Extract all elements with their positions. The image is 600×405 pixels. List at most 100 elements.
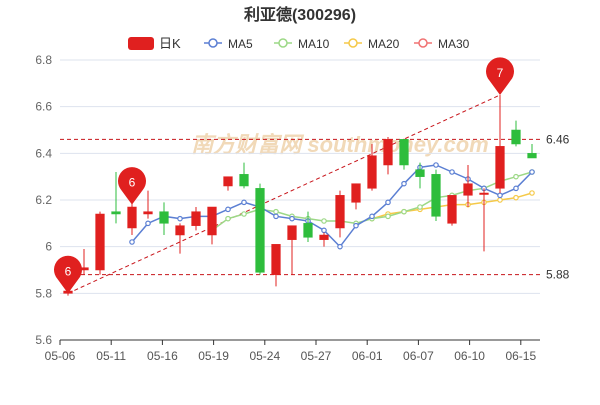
legend-label: MA20 [368, 37, 400, 51]
legend-line-icon [208, 38, 218, 48]
candle-body [415, 169, 425, 177]
candle-body [431, 174, 441, 217]
ma5-point [177, 215, 183, 222]
ma5-point [241, 199, 247, 206]
ma20-point [497, 197, 503, 203]
ma5-point [497, 192, 503, 199]
candle-body [159, 211, 169, 224]
ma5-point [145, 220, 151, 227]
y-tick-label: 6.8 [35, 53, 52, 67]
ma5-point [353, 222, 359, 229]
legend-candle-icon [128, 37, 154, 50]
candle-body [207, 206, 217, 236]
candle-body [479, 192, 489, 195]
ma5-point [513, 185, 519, 192]
ma5-point [369, 213, 375, 220]
candle-body [223, 176, 233, 187]
chart-title: 利亚德(300296) [244, 5, 356, 24]
candle-body [527, 153, 537, 159]
ma10-point [273, 208, 279, 215]
legend-label: MA30 [438, 37, 470, 51]
ma10-point [417, 204, 423, 210]
ma5-point [321, 227, 327, 234]
price-marker-label: 6 [129, 176, 136, 190]
y-tick-label: 6.6 [35, 100, 52, 114]
ma5-point [273, 213, 279, 220]
x-tick-label: 06-07 [403, 349, 434, 363]
y-tick-label: 6 [45, 240, 52, 254]
x-tick-label: 06-01 [352, 349, 383, 363]
price-marker [486, 57, 515, 95]
ma10-point [513, 173, 519, 180]
ma5-point [289, 215, 295, 222]
x-tick-label: 05-24 [249, 349, 280, 363]
legend-label: MA5 [228, 37, 253, 51]
candle-body [303, 223, 313, 238]
candle-body [399, 139, 409, 166]
reference-line-label: 6.46 [546, 132, 570, 146]
x-tick-label: 05-16 [147, 349, 178, 363]
ma5-point [449, 169, 455, 175]
markers: 6 6 7 [54, 57, 515, 294]
reference-lines: 6.46 5.88 [60, 94, 570, 294]
candle-body [287, 225, 297, 240]
ma5-point [385, 199, 391, 206]
legend: 日K MA5 MA10 MA20 MA30 [128, 36, 470, 51]
candle-body [95, 213, 105, 271]
legend-label: MA10 [298, 37, 330, 51]
ma5-point [225, 206, 231, 213]
ma10-point [241, 211, 247, 217]
ma20-point [529, 190, 535, 196]
trend-line [67, 94, 501, 294]
x-tick-label: 05-06 [45, 349, 76, 363]
legend-label: 日K [159, 36, 181, 51]
ma10-point [321, 218, 327, 224]
candle-body [191, 211, 201, 226]
ma5-point [129, 239, 135, 245]
candle-body [239, 174, 249, 187]
candle-body [495, 146, 505, 189]
price-marker-label: 7 [497, 66, 504, 80]
ma5-point [433, 162, 439, 168]
ma20-point [513, 194, 519, 201]
candle-body [175, 225, 185, 236]
x-tick-label: 05-11 [96, 349, 126, 363]
legend-line-icon [348, 38, 358, 48]
grid [60, 59, 540, 341]
candle-body [367, 155, 377, 189]
ma10-point [401, 208, 407, 215]
ma5-line [131, 164, 533, 248]
ma10-point [385, 213, 391, 220]
x-tick-label: 06-10 [454, 349, 485, 363]
moving-average-lines [129, 162, 535, 250]
ma5-point [337, 243, 343, 250]
y-tick-label: 6.2 [35, 193, 52, 207]
candle-body [127, 206, 137, 229]
candle-body [143, 211, 153, 215]
y-tick-label: 6.4 [35, 146, 52, 160]
ma10-point [225, 215, 231, 222]
axes: 5.6 5.8 6 6.2 6.4 6.6 6.8 05-06 05-11 05-16 05-19 0… [35, 53, 540, 363]
legend-line-icon [418, 38, 428, 48]
candle-body [271, 244, 281, 275]
candle-body [255, 188, 265, 273]
candle-body [463, 183, 473, 196]
candle-body [351, 183, 361, 203]
candle-body [447, 195, 457, 224]
candle-body [335, 195, 345, 229]
x-tick-label: 05-27 [301, 349, 332, 363]
x-tick-label: 05-19 [198, 349, 229, 363]
legend-line-icon [278, 38, 288, 48]
price-marker-label: 6 [65, 264, 72, 278]
price-marker [54, 255, 82, 294]
y-tick-label: 5.6 [35, 333, 52, 347]
ma5-point [529, 169, 535, 175]
y-tick-label: 5.8 [35, 286, 52, 300]
ma5-point [401, 180, 407, 187]
candle-body [319, 234, 329, 240]
price-marker [118, 167, 146, 205]
candle-body [511, 129, 521, 145]
candles [63, 95, 537, 296]
